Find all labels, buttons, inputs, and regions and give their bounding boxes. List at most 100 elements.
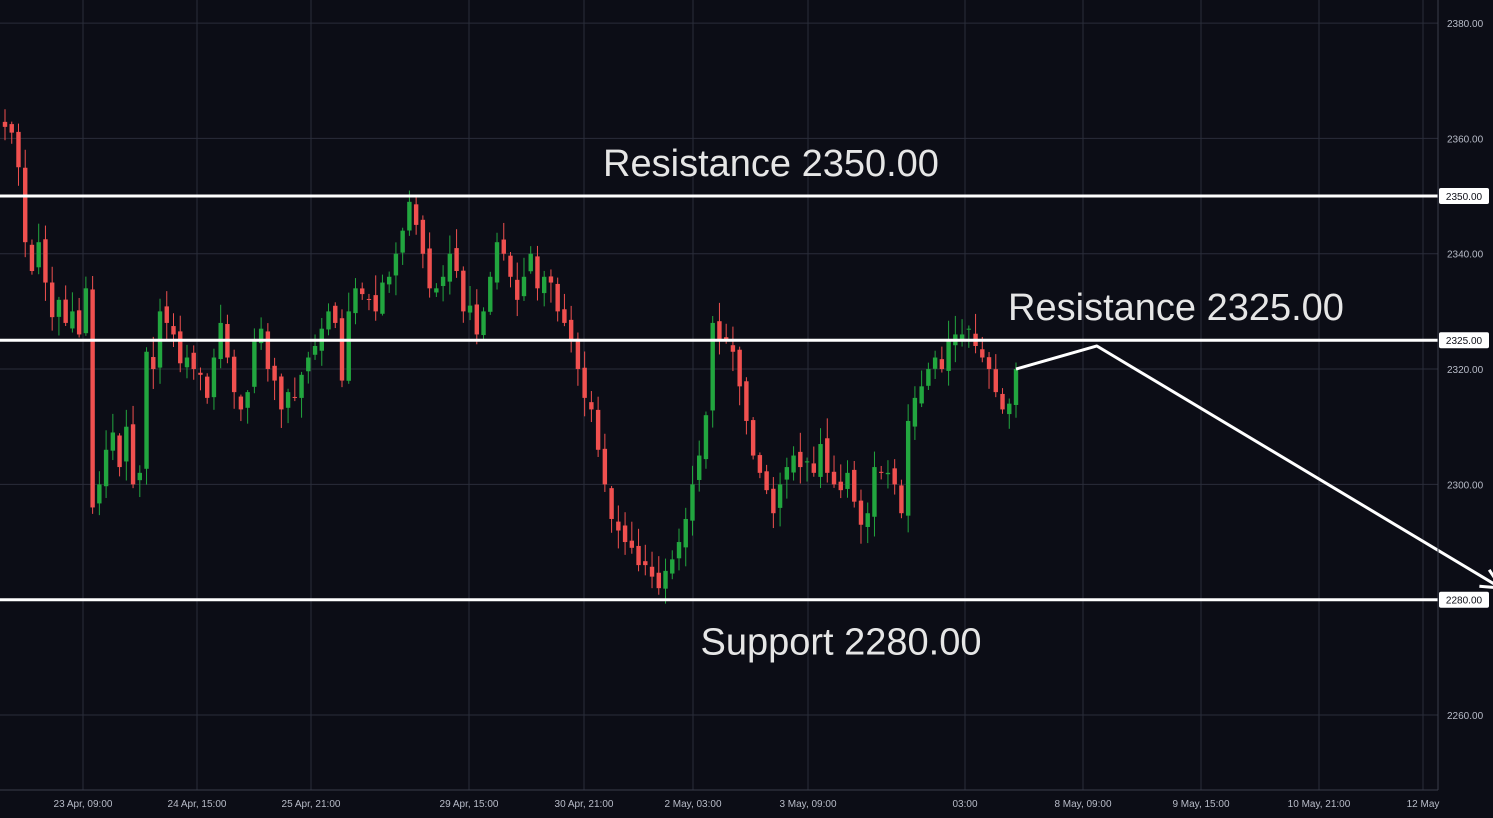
candle: [865, 502, 870, 544]
candle: [777, 472, 783, 527]
candle: [609, 485, 614, 533]
candle: [750, 417, 756, 460]
candle: [764, 464, 769, 495]
candle-body: [386, 276, 392, 285]
candle: [595, 396, 601, 457]
candle-body: [467, 305, 473, 313]
candle: [29, 239, 35, 275]
candle-body: [575, 338, 581, 370]
candle-body: [595, 409, 601, 450]
candle-body: [838, 481, 843, 491]
candle-body: [346, 311, 351, 381]
candle-body: [205, 376, 210, 398]
candle: [905, 404, 911, 533]
candle: [521, 257, 527, 301]
candle: [535, 245, 540, 301]
candle: [373, 275, 378, 321]
candle: [892, 459, 897, 495]
candle: [555, 277, 560, 322]
candle: [454, 229, 459, 278]
candle: [697, 440, 702, 492]
candlestick-series: [2, 109, 1019, 604]
candle-body: [29, 244, 35, 272]
candle-body: [622, 525, 628, 543]
candle: [656, 556, 661, 595]
candle-body: [521, 276, 527, 297]
candle-body: [97, 484, 102, 504]
level-price-tag: [1439, 591, 1489, 608]
candle-body: [663, 570, 668, 589]
candle: [23, 149, 28, 258]
candle: [36, 223, 41, 275]
candle-body: [151, 357, 156, 370]
candle: [912, 386, 918, 440]
candle-body: [366, 298, 372, 300]
candle-body: [494, 242, 500, 283]
candle: [151, 336, 156, 389]
candle: [872, 451, 877, 537]
candle-body: [777, 484, 783, 508]
candle-body: [16, 131, 21, 168]
candle-body: [905, 420, 911, 516]
candle: [83, 276, 89, 336]
candle: [481, 307, 486, 340]
candle: [360, 282, 365, 300]
candle-body: [63, 299, 68, 323]
candle: [130, 405, 136, 489]
candle: [326, 303, 331, 336]
candle-body: [90, 289, 95, 508]
candle: [393, 242, 399, 296]
candle-body: [784, 467, 790, 480]
candle: [791, 446, 796, 481]
candle: [818, 428, 823, 488]
candle: [919, 370, 924, 408]
candle: [636, 528, 641, 572]
time-axis[interactable]: 23 Apr, 09:00 24 Apr, 15:00 25 Apr, 21:00 2…: [54, 799, 1440, 810]
candle-body: [649, 566, 655, 577]
candle-body: [427, 248, 432, 289]
candle-body: [818, 444, 823, 477]
candle-body: [690, 484, 695, 521]
candle: [690, 465, 695, 536]
candle-body: [252, 340, 257, 387]
candle: [299, 371, 304, 418]
candle-body: [258, 328, 264, 344]
candle: [939, 346, 945, 373]
candle: [568, 305, 574, 353]
candle-body: [730, 345, 736, 352]
candle: [993, 354, 998, 398]
x-tick-label: 25 Apr, 21:00: [282, 799, 341, 810]
candle: [616, 505, 621, 549]
candle: [542, 270, 547, 307]
level-price-tag-label: 2350.00: [1446, 192, 1483, 203]
candle-body: [198, 372, 203, 375]
candle-body: [1007, 403, 1012, 415]
candle: [279, 373, 284, 428]
candle-body: [515, 279, 520, 300]
candle: [386, 271, 392, 293]
candle-body: [872, 467, 877, 517]
candle-body: [568, 319, 574, 341]
candle-body: [292, 396, 298, 398]
candle: [427, 232, 432, 298]
projection-arrowhead: [1479, 568, 1493, 589]
candle: [811, 446, 816, 477]
candle: [90, 276, 95, 514]
candle: [312, 334, 318, 360]
candle: [339, 309, 345, 388]
candle-body: [306, 357, 311, 372]
candle-body: [231, 356, 237, 393]
candle-body: [434, 288, 439, 293]
candle-body: [899, 485, 904, 514]
candle: [710, 315, 715, 428]
candle: [400, 227, 405, 265]
candle-body: [676, 542, 682, 559]
candle: [117, 433, 122, 477]
candle: [184, 344, 190, 379]
candle: [353, 278, 358, 325]
candle-body: [629, 540, 635, 548]
candle: [97, 471, 102, 516]
candle: [683, 507, 688, 567]
price-axis[interactable]: 2380.00 2360.00 2340.00 2320.00 2300.00 2280.…: [1439, 19, 1489, 722]
candle: [589, 391, 594, 423]
